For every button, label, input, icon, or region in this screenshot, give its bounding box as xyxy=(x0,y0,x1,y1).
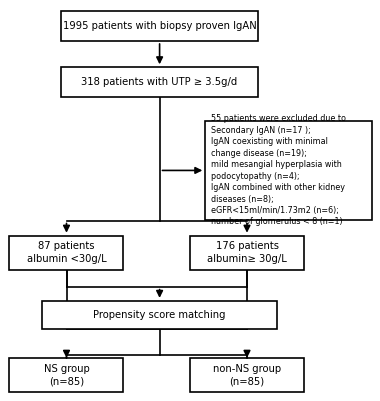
Text: NS group
(n=85): NS group (n=85) xyxy=(44,364,89,386)
Text: 87 patients
albumin <30g/L: 87 patients albumin <30g/L xyxy=(27,241,106,264)
Text: 1995 patients with biopsy proven IgAN: 1995 patients with biopsy proven IgAN xyxy=(63,21,256,31)
Text: 176 patients
albumin≥ 30g/L: 176 patients albumin≥ 30g/L xyxy=(207,241,287,264)
Text: Propensity score matching: Propensity score matching xyxy=(93,310,226,320)
Text: non-NS group
(n=85): non-NS group (n=85) xyxy=(213,364,281,386)
Bar xyxy=(10,235,124,269)
Text: 55 patients were excluded due to
Secondary IgAN (n=17 );
IgAN coexisting with mi: 55 patients were excluded due to Seconda… xyxy=(211,114,346,227)
Bar xyxy=(190,358,304,392)
Bar xyxy=(61,67,258,97)
Bar xyxy=(61,11,258,41)
Bar xyxy=(190,235,304,269)
Text: 318 patients with UTP ≥ 3.5g/d: 318 patients with UTP ≥ 3.5g/d xyxy=(81,77,238,87)
Bar xyxy=(205,121,372,220)
Bar xyxy=(42,301,277,329)
Bar xyxy=(10,358,124,392)
